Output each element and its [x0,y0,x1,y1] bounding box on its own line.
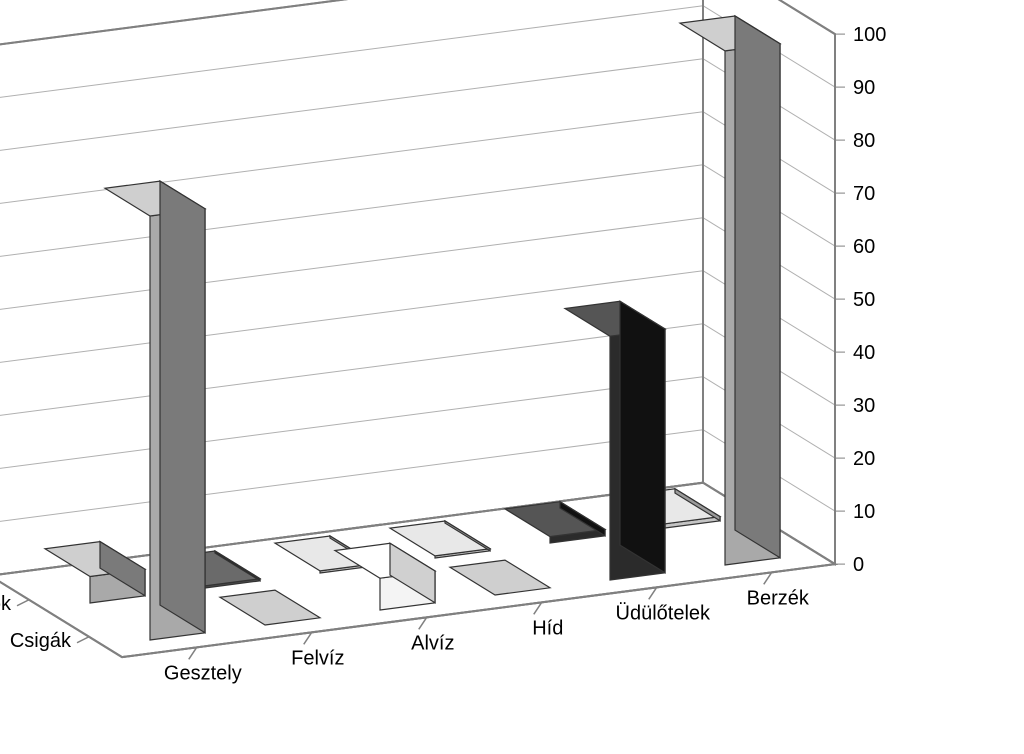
side-wall [0,0,703,576]
ytick-label: 70 [853,183,875,205]
x-category-label: Üdülőtelek [616,602,712,624]
ytick-label: 40 [853,342,875,364]
z-category-label: Kagylók [0,593,12,615]
bar-side [160,181,205,633]
bar-side [620,301,665,573]
x-category-label: Alvíz [411,632,454,654]
ytick-label: 90 [853,77,875,99]
x-category-label: Berzék [747,587,810,609]
ytick-label: 100 [853,24,886,46]
z-category-label: Csigák [10,630,72,652]
ytick-label: 20 [853,448,875,470]
bar3d-chart: 0 10 20 30 40 50 60 70 80 90 100 Gesztely Felvíz Alví… [0,0,1024,754]
ytick-label: 80 [853,130,875,152]
ytick-label: 10 [853,501,875,523]
ytick-label: 0 [853,554,864,576]
bar-side [735,16,780,558]
ytick-label: 60 [853,236,875,258]
ztick-mark [17,600,29,606]
x-category-label: Gesztely [164,662,242,684]
x-category-label: Felvíz [291,647,344,669]
ytick-label: 30 [853,395,875,417]
x-category-label: Híd [532,617,563,639]
ytick-label: 50 [853,289,875,311]
ztick-mark [77,637,89,643]
